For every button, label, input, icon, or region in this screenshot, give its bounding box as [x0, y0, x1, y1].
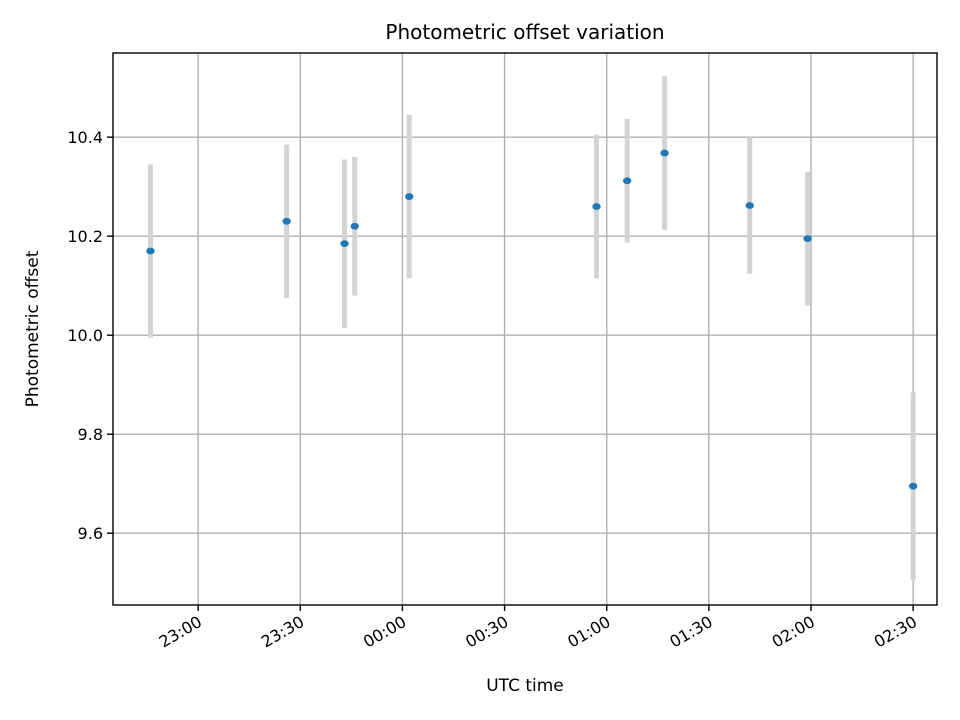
data-point [282, 217, 291, 225]
x-tick-label: 01:00 [564, 612, 613, 652]
x-axis-ticks: 23:00 23:30 00:00 00:30 01:00 01:30 02:00 02:30 [156, 605, 920, 652]
data-point [908, 482, 918, 490]
x-axis-label: UTC time [486, 676, 564, 696]
x-tick-label: 02:00 [769, 612, 818, 652]
point-layer [146, 149, 918, 490]
data-point [660, 149, 669, 157]
data-point [803, 235, 812, 243]
y-axis-ticks: 9.6 9.8 10.0 10.2 10.4 [67, 128, 113, 543]
data-point [745, 202, 754, 209]
errorbar-layer [147, 76, 916, 581]
x-tick-label: 23:00 [156, 612, 205, 652]
grid-layer [113, 53, 937, 605]
plot-frame [112, 52, 938, 606]
data-point [350, 222, 359, 230]
y-axis-label: Photometric offset [23, 250, 43, 407]
y-tick-label: 10.0 [67, 326, 103, 345]
y-tick-label: 10.2 [67, 227, 103, 246]
data-point [146, 247, 155, 255]
x-tick-label: 02:30 [871, 612, 920, 652]
y-tick-label: 10.4 [67, 128, 103, 147]
y-tick-label: 9.8 [78, 425, 103, 444]
chart-title: Photometric offset variation [385, 20, 664, 44]
x-tick-label: 23:30 [258, 612, 307, 652]
x-tick-label: 00:30 [462, 612, 511, 652]
x-tick-label: 01:30 [666, 612, 715, 652]
data-point [340, 240, 349, 248]
y-tick-label: 9.6 [78, 524, 103, 543]
x-tick-label: 00:00 [360, 612, 409, 652]
data-point [405, 193, 414, 200]
data-point [622, 177, 632, 185]
data-point [592, 203, 601, 210]
